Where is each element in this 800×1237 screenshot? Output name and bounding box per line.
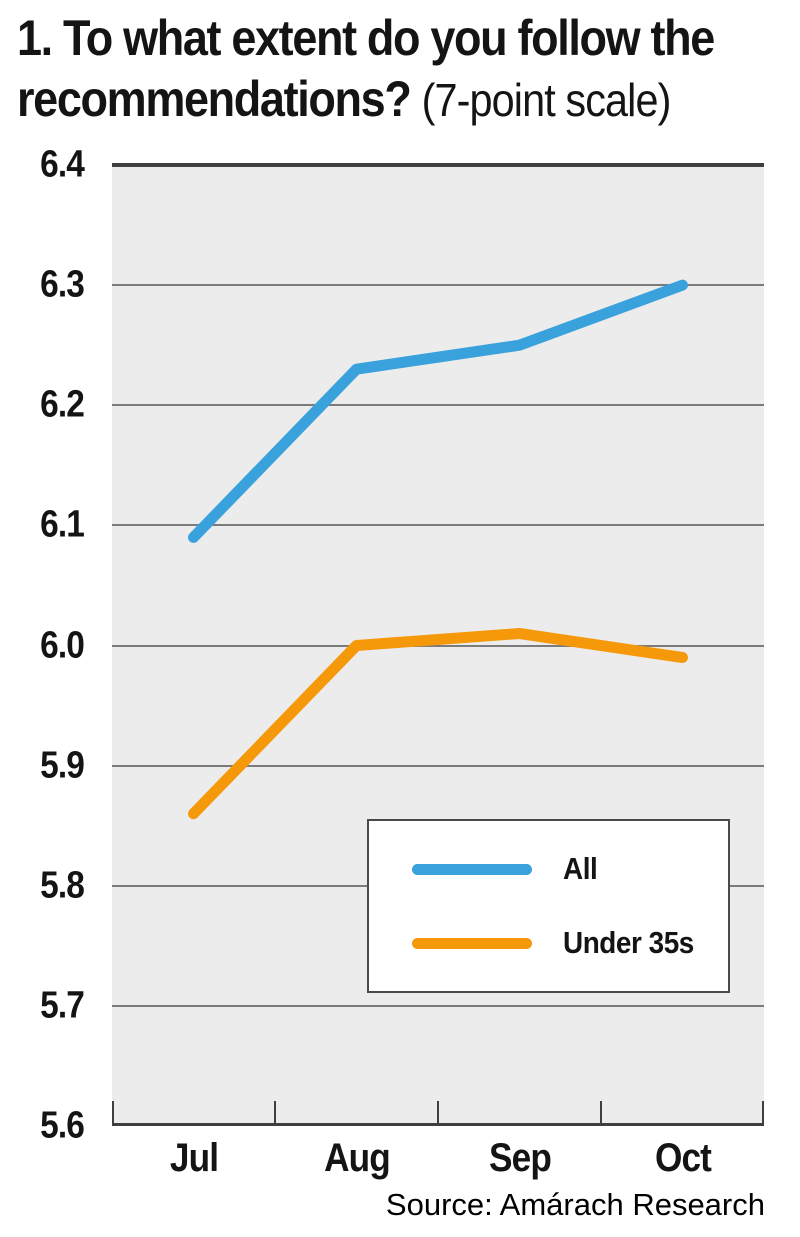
gridline-6.2 xyxy=(112,404,764,407)
y-axis-label-5.6: 5.6 xyxy=(40,1104,85,1147)
chart-title-line2-bold: recommendations? xyxy=(17,71,412,127)
series-line-under-35s xyxy=(188,628,688,820)
chart-title: 1. To what extent do you follow the reco… xyxy=(17,8,791,131)
x-axis-tick xyxy=(600,1101,602,1123)
gridline-6.1 xyxy=(112,524,764,527)
x-axis-line xyxy=(112,1123,764,1126)
gridline-5.9 xyxy=(112,764,764,767)
x-axis-tick xyxy=(762,1101,764,1123)
y-axis-label-5.8: 5.8 xyxy=(40,864,85,907)
chart-subtitle: (7-point scale) xyxy=(421,74,672,126)
y-axis-label-6.4: 6.4 xyxy=(40,143,85,186)
y-axis-label-6.1: 6.1 xyxy=(40,503,85,546)
gridline-6.0 xyxy=(112,644,764,647)
x-axis-tick xyxy=(274,1101,276,1123)
x-axis-label-sep: Sep xyxy=(488,1136,552,1180)
x-axis-label-oct: Oct xyxy=(654,1136,711,1180)
chart-title-line1: 1. To what extent do you follow the xyxy=(17,10,715,66)
y-axis-label-5.7: 5.7 xyxy=(40,984,85,1027)
x-axis-tick xyxy=(437,1101,439,1123)
y-axis-label-6.2: 6.2 xyxy=(40,383,85,426)
x-axis-label-aug: Aug xyxy=(323,1136,391,1180)
y-axis-label-6.3: 6.3 xyxy=(40,263,85,306)
source-credit: Source: Amárach Research xyxy=(385,1187,765,1222)
series-line-all xyxy=(188,279,688,543)
x-axis-label-jul: Jul xyxy=(169,1136,218,1180)
gridline-6.4 xyxy=(112,163,764,167)
legend-item-all: All xyxy=(369,841,728,897)
legend-label-under-35s: Under 35s xyxy=(563,925,694,960)
data-series-layer xyxy=(188,279,688,820)
gridline-6.3 xyxy=(112,284,764,287)
chart-title-line2: recommendations? (7-point scale) xyxy=(17,69,714,131)
legend-swatch-under-35s xyxy=(412,937,532,949)
y-axis-label-6.0: 6.0 xyxy=(40,624,85,666)
legend-swatch-all xyxy=(412,863,532,875)
gridline-5.7 xyxy=(112,1004,764,1007)
y-axis-label-5.9: 5.9 xyxy=(40,744,85,787)
legend-label-all: All xyxy=(563,851,598,886)
x-axis-tick xyxy=(112,1101,114,1123)
legend-item-under-35s: Under 35s xyxy=(369,915,728,971)
legend: All Under 35s xyxy=(367,819,730,993)
